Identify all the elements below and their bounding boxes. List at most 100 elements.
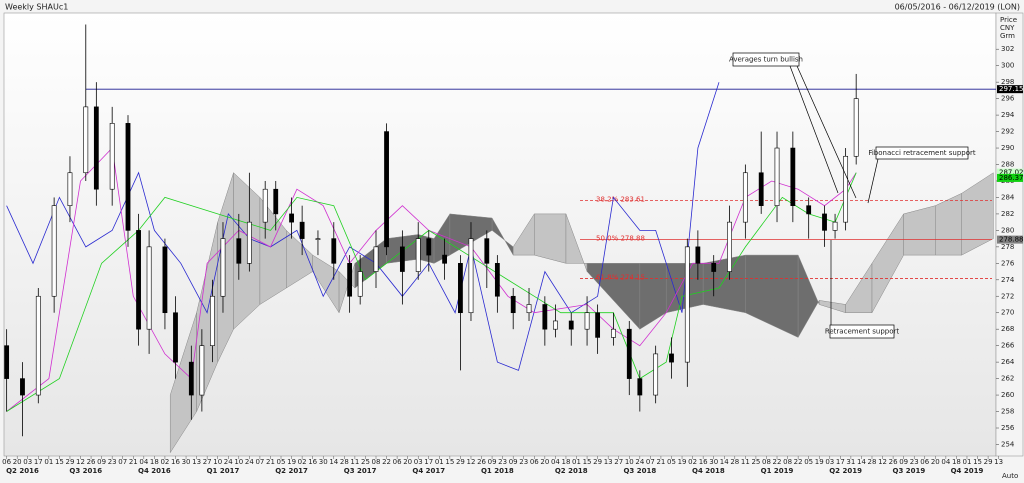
candle-body — [136, 230, 141, 330]
candle-body — [626, 328, 632, 379]
x-tick-label: 21 — [656, 458, 665, 466]
x-tick-label: 30 — [709, 458, 718, 466]
x-tick-label: 14 — [720, 458, 729, 466]
quarter-label: Q4 2019 — [951, 467, 984, 475]
y-tick-label: 300 — [1001, 62, 1014, 70]
candle-body — [542, 304, 548, 330]
x-tick-label: 11 — [350, 458, 359, 466]
quarter-label: Q2 2017 — [275, 467, 308, 475]
x-tick-label: 17 — [34, 458, 43, 466]
x-tick-label: 01 — [44, 458, 53, 466]
x-tick-label: 31 — [846, 458, 855, 466]
x-tick-label: 17 — [836, 458, 845, 466]
candle-body — [727, 221, 732, 272]
x-tick-label: 21 — [266, 458, 275, 466]
candle-body — [162, 246, 168, 314]
candle-body — [468, 238, 474, 314]
x-tick-label: 13 — [604, 458, 613, 466]
annotation-box — [732, 52, 800, 67]
candle-body — [4, 345, 10, 379]
x-tick-label: 07 — [646, 458, 655, 466]
candle-body — [684, 246, 690, 363]
y-tick-label: 296 — [1001, 95, 1015, 103]
x-tick-label: 20 — [403, 458, 412, 466]
chart-title: Weekly SHAUc1 — [5, 3, 68, 12]
x-tick-label: 23 — [910, 458, 919, 466]
x-tick-label: 04 — [941, 458, 950, 466]
quarter-label: Q2 2019 — [829, 467, 862, 475]
candle-body — [289, 213, 294, 223]
legend-line: Grm — [1000, 32, 1015, 40]
x-tick-label: 13 — [192, 458, 201, 466]
x-tick-label: 01 — [963, 458, 972, 466]
price-tag — [997, 85, 1023, 94]
y-tick-label: 260 — [1001, 391, 1014, 399]
candle-body — [653, 353, 659, 396]
price-tag — [997, 168, 1023, 177]
x-tick-label: 06 — [530, 458, 539, 466]
x-tick-label: 29 — [984, 458, 993, 466]
candle-body — [426, 238, 432, 256]
candle-body — [584, 312, 590, 330]
candle-body — [637, 378, 643, 396]
candle-body — [484, 238, 490, 264]
fib-label: 50.0% 278.88 — [596, 235, 645, 243]
x-tick-label: 10 — [213, 458, 222, 466]
x-tick-label: 27 — [203, 458, 212, 466]
candle-body — [199, 345, 205, 396]
y-tick-label: 274 — [1001, 276, 1015, 284]
candle-body — [299, 221, 305, 239]
candle-body — [35, 295, 41, 396]
y-tick-label: 302 — [1001, 45, 1014, 53]
candle-body — [146, 246, 152, 330]
x-tick-label: 09 — [488, 458, 497, 466]
quarter-label: Q4 2018 — [692, 467, 725, 475]
quarter-label: Q1 2017 — [207, 467, 240, 475]
candle-body — [611, 328, 616, 338]
x-tick-label: 07 — [118, 458, 127, 466]
candle-body — [415, 238, 421, 272]
x-tick-label: 07 — [255, 458, 264, 466]
x-tick-label: 01 — [435, 458, 444, 466]
x-tick-label: 25 — [751, 458, 760, 466]
y-tick-label: 266 — [1001, 342, 1015, 350]
y-tick-label: 278 — [1001, 243, 1014, 251]
x-tick-label: 17 — [424, 458, 433, 466]
x-tick-label: 09 — [899, 458, 908, 466]
candle-body — [210, 295, 215, 346]
x-tick-label: 27 — [614, 458, 623, 466]
candle-body — [315, 238, 321, 240]
candle-body — [51, 205, 57, 297]
x-tick-label: 26 — [477, 458, 486, 466]
price-tag-label: 286.37 — [999, 174, 1024, 182]
candle-body — [220, 238, 226, 297]
x-tick-label: 08 — [783, 458, 792, 466]
x-tick-label: 29 — [456, 458, 465, 466]
x-tick-label: 26 — [889, 458, 898, 466]
x-tick-label: 12 — [878, 458, 887, 466]
y-tick-label: 288 — [1001, 161, 1014, 169]
candle-body — [347, 263, 353, 297]
y-tick-label: 254 — [1001, 440, 1015, 448]
candle-body — [494, 263, 500, 297]
date-range: 06/05/2016 - 06/12/2019 (LON) — [895, 3, 1020, 12]
x-tick-label: 22 — [794, 458, 803, 466]
x-tick-label: 18 — [561, 458, 570, 466]
y-tick-label: 256 — [1001, 424, 1015, 432]
indicator-line — [6, 172, 857, 412]
x-tick-label: 09 — [509, 458, 518, 466]
y-tick-label: 272 — [1001, 292, 1014, 300]
cloud-segment — [534, 213, 567, 264]
candle-body — [173, 312, 178, 363]
x-tick-label: 15 — [973, 458, 982, 466]
x-tick-label: 24 — [635, 458, 644, 466]
x-tick-label: 06 — [393, 458, 402, 466]
x-tick-label: 28 — [730, 458, 739, 466]
x-tick-label: 20 — [540, 458, 549, 466]
quarter-label: Q1 2018 — [481, 467, 514, 475]
candle-body — [458, 263, 463, 314]
candle-body — [568, 320, 574, 330]
x-tick-label: 30 — [319, 458, 328, 466]
x-tick-label: 02 — [298, 458, 307, 466]
candle-body — [357, 271, 363, 297]
